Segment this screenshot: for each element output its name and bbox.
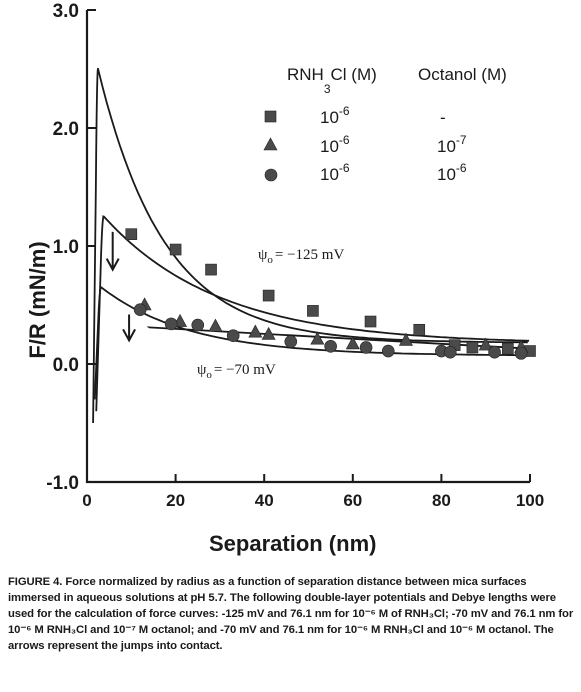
circle-point	[133, 303, 147, 317]
circle-point	[443, 345, 457, 359]
y-tick-label: -1.0	[46, 473, 79, 494]
legend-row1-rnh3cl: 10-6	[320, 104, 350, 127]
legend-row1-octanol: -	[440, 108, 446, 127]
triangle-point	[310, 331, 325, 345]
legend-row3-octanol: 10-6	[437, 161, 467, 184]
y-axis-title: F/R (mN/m)	[25, 241, 50, 358]
circle-point	[488, 345, 501, 359]
x-tick-label: 40	[255, 491, 274, 510]
circle-point	[191, 318, 205, 332]
circle-point	[359, 341, 373, 354]
legend-header-octanol: Octanol (M)	[418, 65, 507, 84]
square-point	[262, 289, 275, 302]
circle-point	[381, 344, 395, 358]
triangle-point	[345, 336, 360, 350]
x-axis-title: Separation (nm)	[209, 531, 376, 556]
triangle-point	[208, 318, 223, 332]
x-tick-label: 80	[432, 491, 451, 510]
y-tick-label: 1.0	[53, 237, 79, 258]
x-tick-label: 60	[343, 491, 362, 510]
force-separation-chart: -1.0 0.0 1.0 2.0 3.0 0 20 40 60 80 100 RNH3Cl (M) …	[25, 1, 544, 556]
annotation-psi-125: ψo = −125 mV	[258, 247, 344, 266]
legend-row3-rnh3cl: 10-6	[320, 161, 350, 184]
triangle-point	[261, 326, 276, 340]
triangle-point	[478, 337, 493, 351]
fitted-curves	[92, 68, 531, 424]
fitted-curve	[92, 68, 528, 424]
figure-caption: FIGURE 4. Force normalized by radius as …	[8, 576, 574, 652]
square-point	[205, 263, 217, 276]
data-markers	[125, 228, 536, 360]
legend-circle-marker	[264, 168, 278, 182]
circle-point	[164, 317, 178, 331]
x-tick-label: 20	[166, 491, 185, 510]
x-tick-label: 100	[516, 491, 544, 510]
legend-header-rnh3cl: RNH3Cl (M)	[287, 65, 377, 96]
fitted-curve	[93, 286, 527, 400]
square-point	[502, 342, 514, 355]
square-point	[413, 323, 426, 336]
legend-row2-rnh3cl: 10-6	[320, 133, 350, 156]
fitted-curve	[146, 326, 531, 350]
legend: RNH3Cl (M) Octanol (M) 10-6 - 10-6 10-7 …	[263, 65, 507, 184]
x-tick-label: 0	[82, 491, 91, 510]
y-tick-label: 2.0	[53, 119, 79, 140]
jump-arrows	[105, 231, 136, 343]
fitted-curve	[95, 215, 530, 412]
square-point	[466, 341, 479, 354]
square-point	[364, 315, 377, 328]
square-point	[307, 305, 319, 317]
square-point	[169, 243, 182, 256]
square-point	[125, 228, 138, 240]
y-tick-label: 0.0	[53, 355, 79, 376]
circle-point	[226, 329, 240, 342]
jump-arrow	[105, 231, 120, 272]
triangle-point	[248, 324, 263, 338]
jump-arrow	[122, 314, 136, 343]
circle-point	[514, 347, 528, 360]
legend-row2-octanol: 10-7	[437, 133, 467, 156]
legend-triangle-marker	[263, 137, 278, 151]
axes: -1.0 0.0 1.0 2.0 3.0 0 20 40 60 80 100	[46, 1, 544, 510]
annotation-psi-70: ψo = −70 mV	[197, 362, 276, 381]
legend-square-marker	[264, 110, 277, 123]
circle-point	[284, 335, 298, 348]
triangle-point	[398, 332, 413, 346]
y-tick-label: 3.0	[53, 1, 79, 22]
circle-point	[324, 339, 337, 353]
